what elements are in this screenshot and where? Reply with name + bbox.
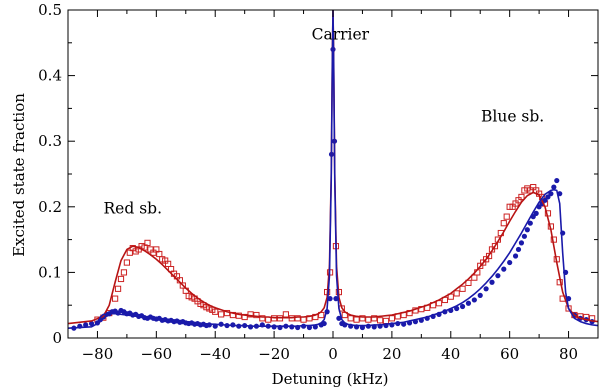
series-0-point-37	[212, 308, 219, 315]
series-0-point-63	[353, 316, 360, 323]
series-1-point-95	[483, 286, 489, 292]
series-0-point-6	[120, 269, 128, 276]
series-1-point-101	[515, 246, 522, 253]
series-1-point-97	[495, 273, 501, 279]
y-tick-label: 0.3	[38, 132, 62, 150]
series-0-point-4	[114, 285, 122, 292]
series-0-point-14	[144, 239, 151, 246]
series-1-point-3	[88, 320, 95, 327]
x-tick-label: 40	[441, 345, 460, 363]
series-1-point-100	[512, 253, 519, 259]
series-1-point-96	[489, 279, 495, 285]
series-0-point-82	[465, 279, 472, 286]
y-tick-label: 0.4	[38, 67, 62, 85]
series-0-point-67	[377, 317, 384, 324]
series-1-point-112	[548, 191, 554, 197]
series-1-point-114	[554, 177, 560, 184]
series-0-point-5	[117, 275, 125, 283]
series-0-point-62	[347, 315, 354, 322]
series-3-fit-line	[68, 10, 598, 329]
series-1-point-92	[465, 300, 472, 306]
series-0-point-38	[218, 311, 225, 318]
series-0-point-45	[259, 315, 266, 322]
y-tick-label: 0.1	[38, 263, 62, 281]
series-0-point-69	[388, 315, 395, 322]
series-0-point-99	[518, 193, 525, 201]
series-0-point-49	[282, 311, 289, 318]
series-0-point-51	[294, 315, 301, 322]
series-1-point-93	[471, 297, 477, 303]
series-1-point-69	[336, 315, 342, 321]
series-0-point-94	[503, 213, 510, 220]
series-0-point-41	[235, 312, 242, 319]
x-tick-label: 60	[500, 345, 519, 363]
tick-labels: −80 −60 −40 −20 0 20 40 60 80 0 0.1 0.2 0.3 0.4 0.5	[38, 1, 578, 363]
x-tick-label: 20	[382, 345, 401, 363]
y-tick-label: 0	[52, 329, 62, 347]
series-0-point-7	[123, 259, 130, 266]
series-1-point-64	[327, 296, 333, 302]
annotation-1: Carrier	[312, 26, 370, 44]
axis-ticks	[67, 9, 599, 339]
plot-data	[68, 10, 598, 331]
x-tick-label: 80	[559, 345, 578, 363]
series-0-point-43	[247, 311, 254, 318]
series-1-point-68	[333, 296, 339, 302]
annotation-2: Blue sb.	[481, 108, 544, 126]
y-tick-label: 0.5	[38, 1, 62, 19]
y-tick-label: 0.2	[38, 198, 62, 216]
series-1-point-103	[521, 233, 527, 239]
series-1-point-105	[527, 220, 533, 226]
series-0-point-3	[112, 295, 119, 302]
series-0-point-90	[491, 243, 499, 250]
series-1-point-104	[524, 227, 530, 233]
series-0-point-64	[359, 315, 366, 322]
y-axis-label: Excited state fraction	[10, 93, 28, 257]
series-1-point-98	[501, 266, 507, 272]
annotations: Red sb. Carrier Blue sb.	[104, 26, 545, 218]
series-1-point-113	[551, 184, 557, 190]
series-1-point-107	[533, 210, 539, 216]
x-tick-label: −40	[199, 345, 231, 363]
series-1-point-2	[83, 322, 89, 328]
series-0-point-66	[371, 315, 378, 322]
annotation-0: Red sb.	[104, 199, 163, 217]
x-tick-label: −80	[82, 345, 114, 363]
series-0-point-93	[500, 220, 507, 227]
x-tick-label: −60	[141, 345, 173, 363]
x-tick-label: −20	[258, 345, 290, 363]
series-0-point-44	[253, 311, 260, 319]
series-1-point-102	[518, 240, 525, 246]
series-0-point-68	[382, 317, 390, 325]
series-0-point-88	[485, 252, 493, 260]
x-tick-label: 0	[328, 345, 338, 363]
series-1-point-94	[477, 292, 483, 298]
x-axis-label: Detuning (kHz)	[272, 370, 389, 388]
series-1-point-99	[507, 259, 513, 266]
series-1-point-91	[459, 303, 466, 310]
series-0-point-81	[459, 285, 466, 292]
series-0-point-80	[453, 290, 460, 297]
